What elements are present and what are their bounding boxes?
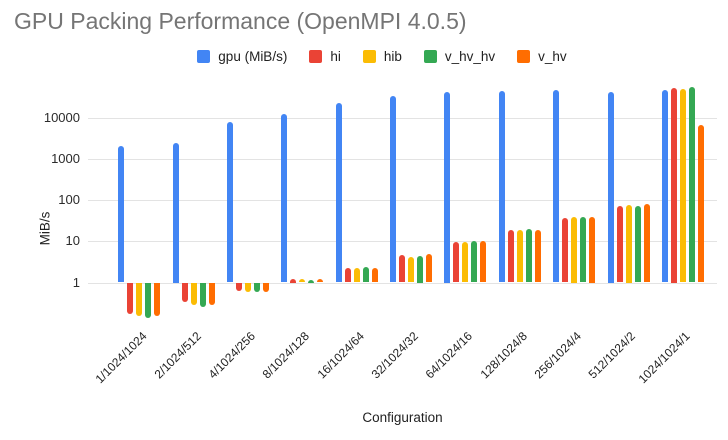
legend-label: hib (383, 48, 402, 64)
bar[interactable] (426, 254, 433, 283)
bar[interactable] (417, 256, 424, 283)
x-tick-label-text: 64/1024/16 (422, 329, 476, 382)
bar[interactable] (371, 267, 378, 283)
bar[interactable] (453, 241, 460, 283)
gridline (88, 200, 717, 202)
legend-item-v-hv[interactable]: v_hv (517, 49, 567, 64)
bar[interactable] (444, 92, 451, 283)
bar[interactable] (688, 87, 695, 283)
x-tick-label-text: 32/1024/32 (368, 329, 421, 382)
bar[interactable] (643, 204, 650, 283)
bar[interactable] (670, 87, 677, 283)
bar[interactable] (154, 282, 161, 317)
gridline (88, 117, 717, 119)
plot-area (88, 85, 717, 320)
bar[interactable] (254, 282, 260, 292)
bar[interactable] (498, 91, 505, 283)
y-tick-label: 1000 (51, 150, 80, 166)
x-tick-label-text: 16/1024/64 (314, 329, 367, 382)
bar[interactable] (616, 205, 623, 283)
bar[interactable] (172, 142, 179, 283)
x-tick-label-text: 256/1024/4 (531, 329, 584, 382)
y-tick-label: 1 (72, 274, 80, 290)
y-axis-title: MiB/s (37, 211, 53, 246)
bar[interactable] (507, 229, 514, 283)
bar[interactable] (516, 229, 523, 283)
bar[interactable] (571, 216, 578, 283)
bar[interactable] (317, 279, 324, 283)
bar[interactable] (236, 282, 242, 291)
y-tick-label: 10000 (43, 109, 80, 125)
x-tick-label-text: 128/1024/8 (477, 329, 530, 382)
bar[interactable] (661, 89, 668, 283)
bar[interactable] (245, 282, 251, 292)
gridline (88, 158, 717, 160)
bar[interactable] (181, 282, 188, 303)
bar[interactable] (679, 88, 686, 283)
bar[interactable] (308, 280, 315, 283)
x-tick-label-text: 2/1024/512 (151, 329, 204, 382)
legend-swatch-icon (423, 49, 437, 63)
bar[interactable] (290, 278, 297, 283)
x-tick-label-text: 512/1024/2 (586, 329, 639, 382)
bar[interactable] (145, 282, 152, 318)
legend-item-v-hv-hv[interactable]: v_hv_hv (423, 48, 496, 64)
bar[interactable] (525, 228, 532, 283)
bar[interactable] (199, 282, 206, 307)
chart-title: GPU Packing Performance (OpenMPI 4.0.5) (14, 8, 467, 34)
bar[interactable] (607, 92, 614, 283)
x-axis-title: Configuration (362, 410, 443, 425)
legend-swatch-icon (197, 49, 211, 63)
bar[interactable] (127, 282, 134, 315)
bar[interactable] (390, 96, 397, 283)
bar[interactable] (471, 241, 478, 283)
gridline (88, 241, 717, 243)
bar[interactable] (136, 282, 143, 317)
bar[interactable] (589, 216, 596, 283)
bar[interactable] (408, 256, 415, 283)
legend: gpu (MiB/s) hi hib v_hv_hv v_hv (36, 47, 728, 65)
legend-swatch-icon (517, 49, 531, 63)
bar[interactable] (553, 90, 560, 283)
bar[interactable] (263, 282, 269, 293)
bar[interactable] (118, 145, 125, 283)
bar[interactable] (299, 279, 306, 283)
bar[interactable] (227, 121, 233, 283)
legend-label: v_hv (538, 48, 567, 64)
bar[interactable] (208, 282, 215, 306)
legend-swatch-icon (362, 49, 376, 63)
x-tick-label-text: 4/1024/256 (205, 329, 258, 382)
x-tick-label-text: 8/1024/128 (259, 329, 313, 382)
legend-item-hib[interactable]: hib (362, 48, 402, 64)
legend-label: v_hv_hv (444, 48, 496, 64)
legend-label: hi (330, 48, 341, 64)
y-tick-label: 100 (58, 192, 80, 208)
bar[interactable] (399, 255, 406, 283)
legend-item-gpu-mib-s-[interactable]: gpu (MiB/s) (197, 49, 287, 64)
bar[interactable] (190, 282, 197, 305)
x-tick-label-text: 1/1024/1024 (92, 329, 150, 387)
bar[interactable] (534, 229, 541, 283)
legend-label: gpu (MiB/s) (218, 48, 288, 64)
bar[interactable] (344, 267, 351, 283)
legend-swatch-icon (309, 49, 323, 63)
bar[interactable] (353, 267, 360, 283)
gridline (88, 282, 717, 284)
bar[interactable] (462, 242, 469, 283)
bar[interactable] (697, 125, 704, 283)
y-tick-label: 10 (65, 233, 80, 249)
bar[interactable] (580, 217, 587, 283)
bar[interactable] (625, 204, 632, 283)
legend-item-hi[interactable]: hi (309, 49, 341, 64)
bar[interactable] (362, 266, 369, 283)
bar[interactable] (335, 103, 342, 283)
bar[interactable] (281, 113, 288, 283)
bar[interactable] (562, 217, 569, 283)
bar[interactable] (634, 205, 641, 283)
bar[interactable] (480, 241, 487, 283)
x-tick-label-text: 1024/1024/1 (635, 329, 693, 387)
